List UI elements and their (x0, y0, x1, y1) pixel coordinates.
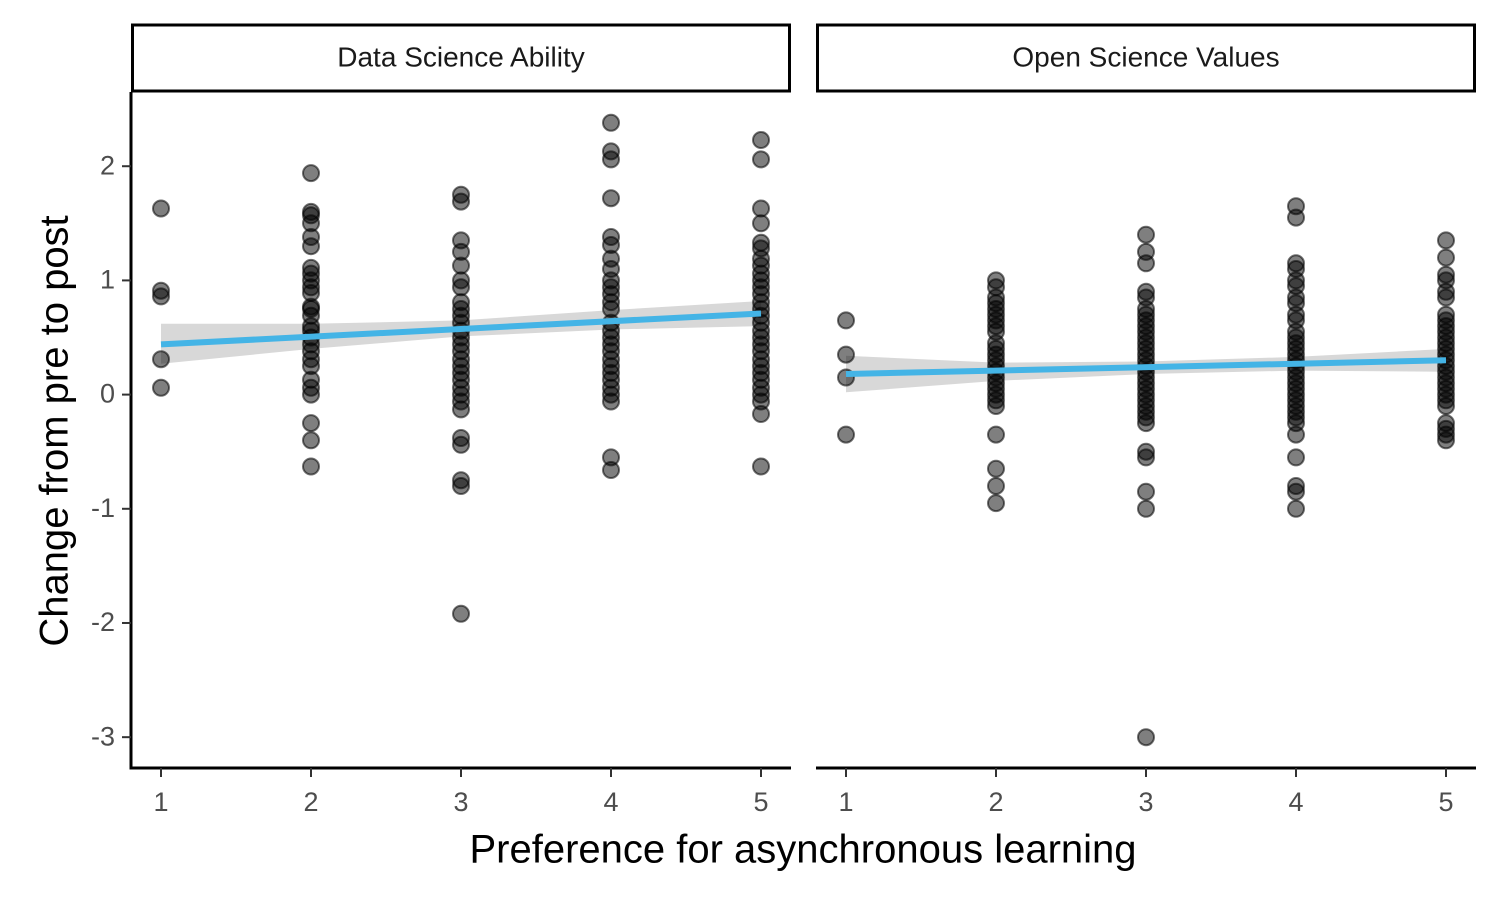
y-tick-label: 0 (100, 379, 115, 409)
data-point (752, 457, 770, 476)
panel-strip-label: Open Science Values (1012, 41, 1279, 72)
data-point (302, 237, 320, 256)
data-point (302, 164, 320, 183)
data-point (1437, 231, 1455, 250)
y-tick-label: 2 (100, 150, 115, 180)
panel-strip (131, 23, 791, 93)
data-point (752, 131, 770, 149)
data-point (752, 199, 770, 218)
data-point (1137, 499, 1155, 518)
data-point (1137, 225, 1155, 244)
x-tick-label: 5 (753, 787, 768, 817)
x-tick-label: 4 (1288, 787, 1303, 817)
data-point (1287, 448, 1305, 467)
data-point (302, 385, 320, 404)
data-point (837, 311, 855, 330)
data-point (1437, 288, 1455, 307)
data-point (602, 189, 620, 208)
data-point (452, 278, 470, 297)
data-point (1287, 425, 1305, 444)
y-axis: 2 1 0 -1 -2 -3 (91, 92, 133, 770)
data-point (1137, 482, 1155, 501)
x-tick-label: 4 (603, 787, 618, 817)
data-point (1137, 448, 1155, 467)
panel-2: Open Science Values 1 2 3 4 5 (816, 23, 1476, 817)
data-point (302, 431, 320, 450)
panel-strip-label: Data Science Ability (337, 41, 584, 72)
data-point (152, 378, 170, 397)
data-points (152, 113, 770, 623)
data-point (1437, 248, 1455, 267)
data-point (752, 214, 770, 233)
data-point (752, 150, 770, 169)
data-point (452, 435, 470, 454)
data-point (302, 457, 320, 476)
y-tick-label: -3 (91, 721, 115, 751)
data-point (987, 477, 1005, 495)
data-point (302, 414, 320, 433)
data-point (1287, 208, 1305, 227)
data-point (1437, 397, 1455, 415)
data-point (452, 400, 470, 419)
x-tick-label: 1 (153, 787, 168, 817)
data-point (1287, 499, 1305, 518)
data-point (602, 150, 620, 169)
panel-1: Data Science Ability 1 2 3 4 5 (131, 23, 791, 817)
data-point (602, 461, 620, 479)
x-tick-label: 3 (453, 787, 468, 817)
data-point (452, 604, 470, 623)
data-point (602, 392, 620, 411)
data-point (602, 113, 620, 132)
data-point (452, 477, 470, 495)
x-tick-label: 2 (988, 787, 1003, 817)
data-point (152, 199, 170, 218)
data-point (752, 405, 770, 423)
data-point (987, 397, 1005, 415)
data-point (987, 459, 1005, 478)
y-axis-title: Change from pre to post (33, 215, 77, 646)
x-axis-title: Preference for asynchronous learning (469, 828, 1136, 872)
data-point (152, 350, 170, 369)
regression-line (845, 357, 1447, 377)
x-tick-label: 5 (1438, 787, 1453, 817)
y-tick-label: 1 (100, 265, 115, 295)
data-point (1137, 254, 1155, 273)
y-tick-label: -1 (91, 493, 115, 523)
data-point (837, 425, 855, 444)
data-point (1137, 414, 1155, 433)
data-point (987, 425, 1005, 444)
x-tick-label: 1 (838, 787, 853, 817)
data-point (1137, 728, 1155, 747)
data-points (837, 197, 1455, 747)
x-tick-label: 2 (303, 787, 318, 817)
data-point (987, 494, 1005, 513)
data-point (837, 345, 855, 364)
x-tick-label: 3 (1138, 787, 1153, 817)
regression-line (160, 310, 762, 348)
data-point (452, 256, 470, 275)
data-point (1437, 431, 1455, 450)
data-point (1287, 482, 1305, 501)
data-point (152, 287, 170, 306)
panel-strip (816, 23, 1476, 93)
data-point (452, 192, 470, 211)
y-tick-label: -2 (91, 607, 115, 637)
